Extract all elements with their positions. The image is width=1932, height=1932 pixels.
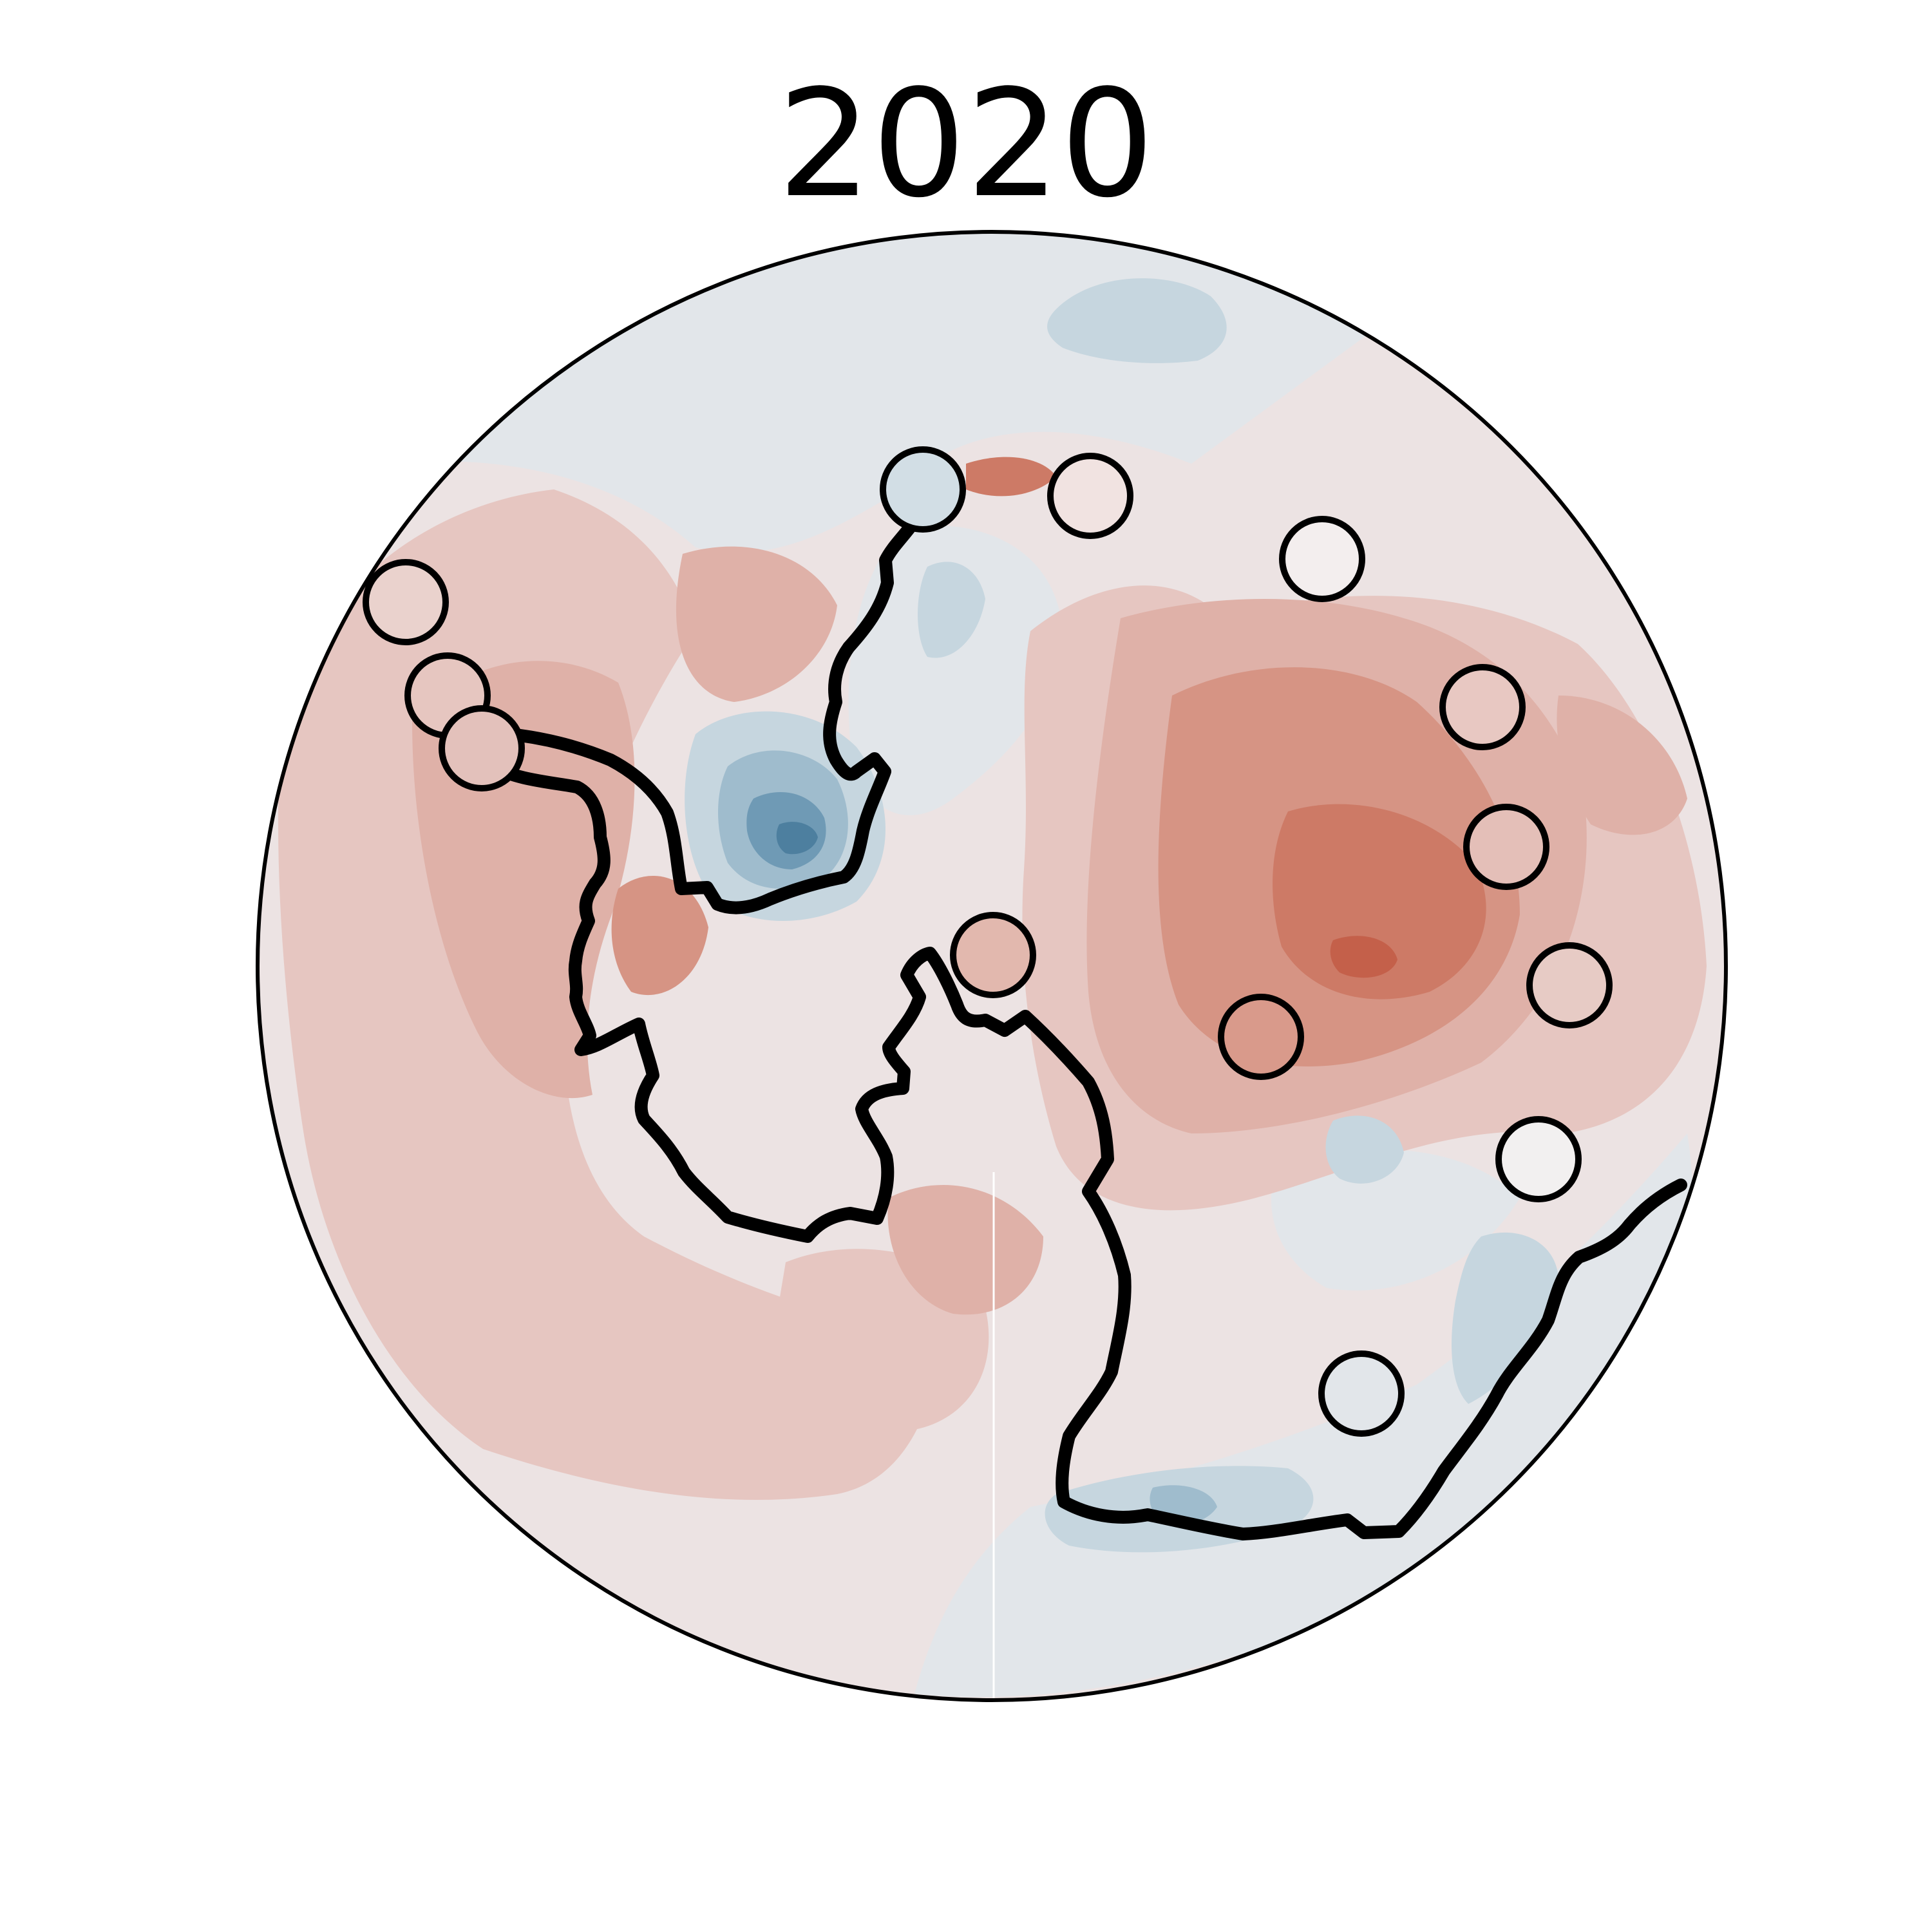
field-neutral-south [914,1133,1693,1698]
station-marker [880,446,966,533]
field-red-west [611,876,708,996]
field-lightblue-north [1047,278,1227,363]
coastline-antarctica [487,496,1687,1540]
station-marker [1463,804,1549,890]
station-marker [439,705,525,791]
field-deepred-east [1330,936,1397,978]
field-strongred-northcoast [966,457,1056,497]
station-marker [950,912,1036,998]
station-marker [1526,942,1613,1028]
station-marker [363,559,449,645]
station-marker [1495,1116,1582,1202]
station-marker [1439,664,1526,750]
field-lightblue-east [1325,1115,1404,1184]
field-midred-farEast [1557,696,1687,835]
field-neutral-center [848,525,1063,815]
station-marker [1318,1350,1405,1437]
field-midred-northwest [676,546,837,702]
map-title: 2020 [777,59,1155,231]
map-frame [256,230,1728,1702]
field-lightblue-farSoutheast [1452,1232,1558,1404]
station-markers [363,446,1613,1437]
field-strongred-east [1273,804,1486,999]
station-marker [1047,453,1133,539]
station-marker [1218,994,1304,1080]
field-lightblue-inland [918,562,985,658]
field-darkestblue-peninsula [776,822,818,855]
station-marker [1279,516,1365,602]
field-neutral-east [1271,1150,1520,1291]
field-midred-southcoast [887,1185,1043,1315]
